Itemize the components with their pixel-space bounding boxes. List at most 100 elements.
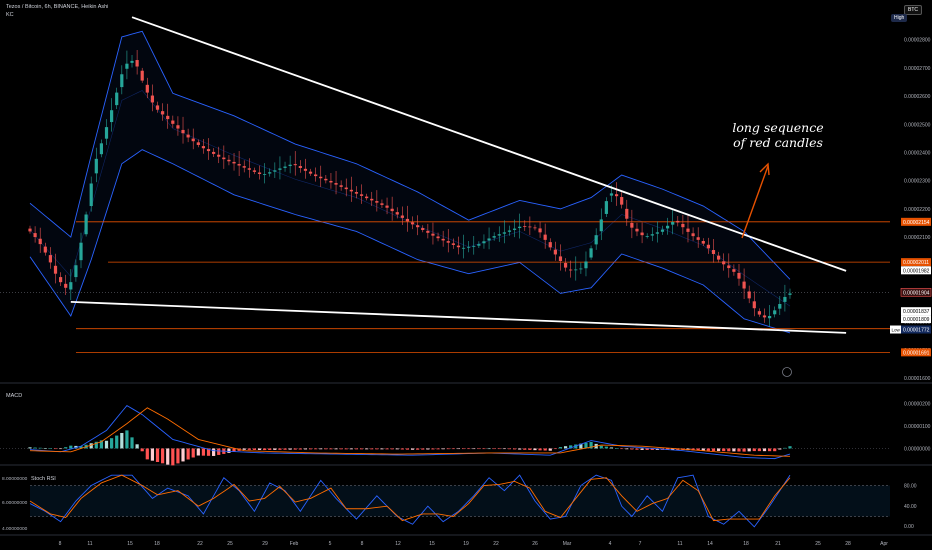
macd-histogram-bar [614,448,619,449]
candle-body [69,282,73,290]
candle-body [115,92,119,106]
stoch-axis-tick: 0.00 [904,524,914,530]
macd-histogram-bar [589,441,593,449]
candle-body [395,212,399,215]
candle-body [436,236,440,239]
candle-body [716,255,721,260]
price-tag-label: 0.00001982 [903,268,930,274]
candle-body [696,237,700,240]
macd-histogram-bar [752,448,756,452]
candle-body [773,310,777,315]
candle-body [472,245,476,247]
price-tag-box [900,288,932,297]
candle-body [778,304,782,309]
macd-histogram-bar [359,448,364,450]
macd-histogram-bar [79,446,83,449]
candle-body [380,203,384,205]
macd-histogram-bar [319,448,323,450]
macd-histogram-bar [395,448,399,450]
candle-body [349,189,353,192]
macd-histogram-bar [186,448,190,460]
price-tag-box [901,266,931,275]
candle-body [359,194,364,196]
currency-button[interactable]: BTC [904,5,922,15]
macd-histogram-bar [252,448,257,450]
macd-histogram-bar [507,448,512,450]
macd-histogram-bar [727,448,731,452]
macd-histogram-bar [120,432,124,449]
macd-histogram-bar [283,448,287,450]
candle-body [59,277,63,283]
date-axis-tick: 8 [59,541,62,547]
macd-histogram-bar [334,448,338,450]
candle-body [671,222,675,225]
stoch-band-fill [30,485,890,517]
candle-body [620,197,624,205]
candle-body [635,228,639,232]
date-axis-tick: 29 [262,541,268,547]
macd-histogram-bar [747,448,751,452]
price-axis-tick: 0.00002700 [904,66,931,72]
macd-histogram-bar [150,448,155,461]
macd-histogram-bar [155,448,160,462]
macd-histogram-bar [630,448,634,450]
candle-body [181,129,185,134]
candle-body [645,236,649,237]
macd-histogram-bar [477,448,481,450]
macd-histogram-bar [645,448,649,450]
price-tag-box [901,307,931,316]
candle-body [594,235,598,245]
macd-histogram-bar [33,447,37,449]
candle-body [130,60,134,63]
macd-line [29,404,791,460]
annotation-arrow-shaft [741,165,769,239]
macd-histogram-bar [370,448,374,450]
macd-histogram-bar [385,448,389,450]
candle-body [742,281,746,289]
price-axis-tick: 0.00002100 [904,235,931,241]
candle-body [528,226,532,228]
macd-histogram-bar [706,448,710,451]
annotation-line-2: of red candles [733,135,823,150]
date-axis-tick: 26 [532,541,538,547]
candle-body [171,120,175,124]
macd-histogram-bar [232,448,236,452]
macd-histogram-bar [762,448,767,452]
candle-body [120,74,124,88]
macd-histogram-bar [293,448,297,450]
candle-body [104,127,109,139]
candle-body [630,222,634,228]
macd-axis-tick: 0.00000100 [904,424,931,430]
candle-body [324,178,328,181]
macd-histogram-bar [446,448,450,450]
stoch-d-line [29,474,791,522]
date-axis-tick: 28 [845,541,851,547]
macd-axis-tick: 0.00000000 [904,446,931,452]
price-tag-label: 0.00001809 [903,317,930,323]
candle-body [252,170,257,172]
macd-histogram-bar [410,448,415,450]
candle-body [370,198,374,201]
candle-body [681,223,685,228]
candle-body [579,268,583,270]
candle-body [446,241,450,243]
macd-histogram-bar [563,446,568,449]
candle-body [711,250,716,254]
candle-body [334,183,338,185]
price-axis-tick: 0.00002300 [904,179,931,185]
candle-body [523,226,527,227]
macd-histogram-bar [125,430,129,449]
macd-histogram-bar [599,445,603,449]
macd-histogram-bar [314,448,318,450]
candle-body [110,110,114,123]
trendline [70,300,847,334]
candle-body [558,256,563,262]
price-tag-label: 0.00001837 [903,309,930,315]
macd-histogram-bar [130,437,134,449]
stoch-left-tick: 4.00000000 [2,526,28,532]
scale-tag: High [891,14,908,22]
macd-histogram-bar [620,448,624,450]
candle-body [538,228,542,233]
kc-indicator-label[interactable]: KC [6,12,14,18]
